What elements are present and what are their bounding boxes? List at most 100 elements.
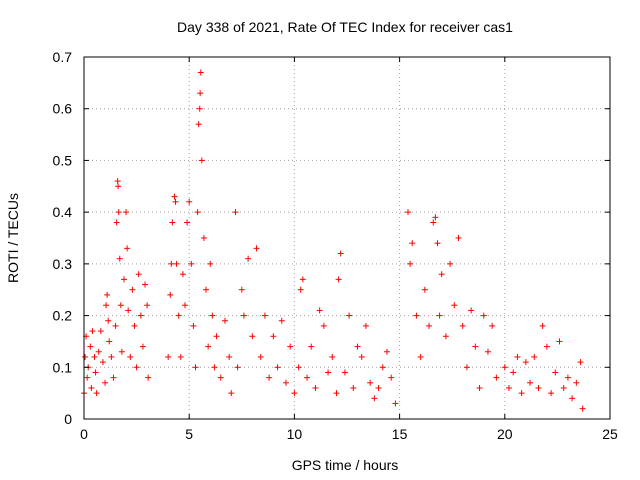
data-point [362, 322, 369, 329]
data-point [171, 193, 178, 200]
data-point [108, 353, 115, 360]
x-tick-label: 15 [392, 426, 408, 442]
y-tick-label: 0.7 [53, 49, 73, 65]
data-point [522, 359, 529, 366]
data-point [253, 245, 260, 252]
data-point [371, 395, 378, 402]
data-point [245, 255, 252, 262]
data-point [552, 369, 559, 376]
data-point [228, 390, 235, 397]
data-point [104, 291, 111, 298]
data-point [123, 209, 130, 216]
data-point [113, 219, 120, 226]
data-point [97, 328, 104, 335]
data-point [203, 286, 210, 293]
data-point [226, 353, 233, 360]
data-point [539, 322, 546, 329]
data-point [543, 343, 550, 350]
data-point [92, 369, 99, 376]
data-point [560, 384, 567, 391]
data-point [274, 364, 281, 371]
data-point [341, 369, 348, 376]
x-tick-label: 25 [602, 426, 618, 442]
data-point [261, 312, 268, 319]
data-point [291, 390, 298, 397]
y-tick-label: 0.4 [53, 204, 73, 220]
data-point [131, 322, 138, 329]
data-point [295, 364, 302, 371]
data-point [129, 286, 136, 293]
data-point [468, 307, 475, 314]
data-point [388, 374, 395, 381]
data-point [556, 338, 563, 345]
data-point [421, 286, 428, 293]
data-point [472, 343, 479, 350]
data-point [177, 353, 184, 360]
data-point [221, 317, 228, 324]
data-point [207, 260, 214, 267]
data-point [190, 322, 197, 329]
ticks-layer: 0 5 10 15 20 25 0 0.1 0.2 0.3 0.4 0.5 0.6 0.7 [53, 49, 618, 442]
y-tick-label: 0.1 [53, 359, 73, 375]
data-point [234, 364, 241, 371]
data-point [476, 384, 483, 391]
data-point [93, 390, 100, 397]
data-point [325, 369, 332, 376]
data-point [112, 322, 119, 329]
grid-layer [84, 57, 610, 419]
data-point [89, 328, 96, 335]
data-point [142, 281, 149, 288]
data-point [506, 384, 513, 391]
data-point [165, 353, 172, 360]
data-point [392, 400, 399, 407]
data-point [115, 209, 122, 216]
data-point [249, 333, 256, 340]
data-point [501, 364, 508, 371]
data-point [266, 374, 273, 381]
data-point [417, 353, 424, 360]
data-point [308, 343, 315, 350]
data-point [405, 209, 412, 216]
data-point [240, 312, 247, 319]
data-point [95, 348, 102, 355]
data-point [144, 302, 151, 309]
data-point [442, 333, 449, 340]
data-point [455, 235, 462, 241]
data-point [167, 291, 174, 298]
data-point [548, 390, 555, 397]
data-point [188, 260, 195, 267]
data-point [115, 183, 122, 190]
data-point [238, 286, 245, 293]
data-point [184, 219, 191, 226]
data-point [110, 374, 117, 381]
data-point [168, 260, 175, 267]
data-point [287, 343, 294, 350]
data-point [413, 312, 420, 319]
data-point [320, 322, 327, 329]
data-point [430, 219, 437, 226]
data-point [175, 312, 182, 319]
data-point [127, 353, 134, 360]
x-tick-label: 10 [287, 426, 303, 442]
data-point [312, 384, 319, 391]
data-point [438, 271, 445, 278]
data-point [120, 276, 127, 283]
data-point [346, 312, 353, 319]
data-point [407, 260, 414, 267]
data-point [447, 260, 454, 267]
data-point [564, 374, 571, 381]
data-point [333, 390, 340, 397]
data-point [484, 348, 491, 355]
data-point [436, 312, 443, 319]
data-point [145, 374, 152, 381]
data-point [197, 69, 204, 76]
data-point [329, 353, 336, 360]
data-point [91, 353, 98, 360]
data-point [135, 271, 142, 278]
data-point [316, 307, 323, 314]
data-point [114, 178, 121, 185]
data-point [179, 271, 186, 278]
data-point [569, 395, 576, 402]
